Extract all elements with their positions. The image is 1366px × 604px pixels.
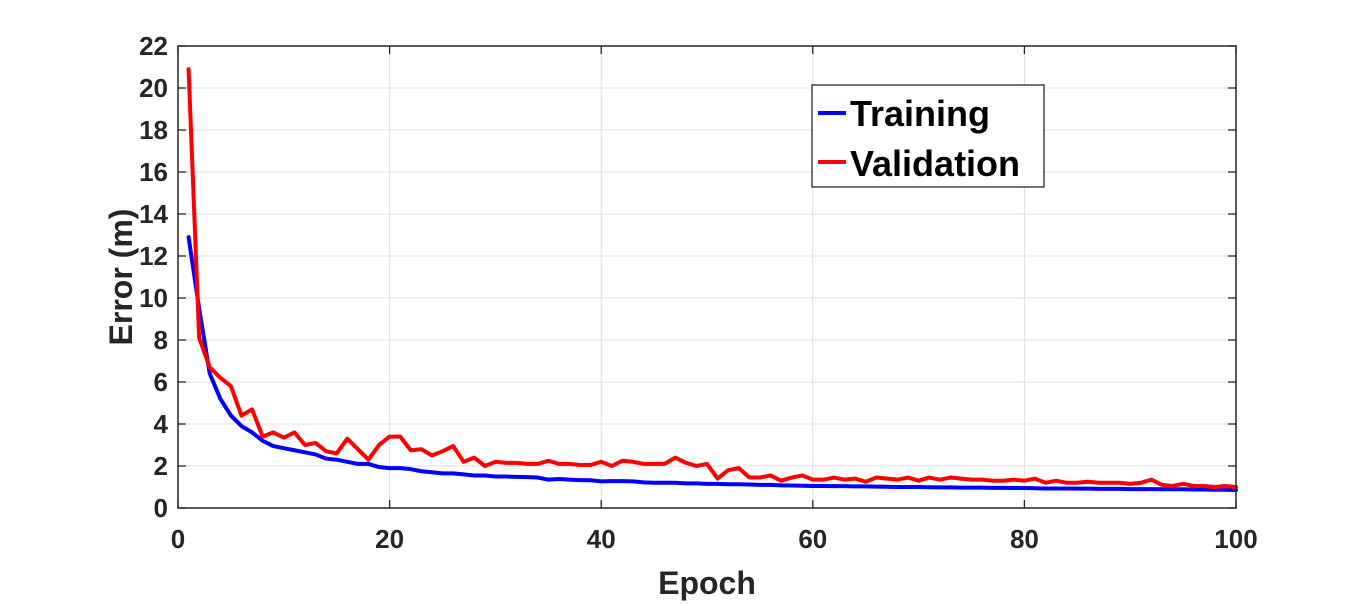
- y-tick-label: 18: [139, 115, 168, 145]
- x-axis-title: Epoch: [658, 565, 756, 601]
- legend-label-validation: Validation: [850, 143, 1020, 184]
- legend-label-training: Training: [850, 93, 990, 134]
- x-tick-label: 20: [375, 524, 404, 554]
- legend-box: [811, 84, 1045, 188]
- x-tick-label: 40: [587, 524, 616, 554]
- y-tick-label: 8: [154, 325, 168, 355]
- y-tick-label: 4: [154, 409, 169, 439]
- plot-frame: [177, 45, 1237, 509]
- y-tick-label: 14: [139, 199, 168, 229]
- y-tick-label: 6: [154, 367, 168, 397]
- y-tick-label: 22: [139, 31, 168, 61]
- y-tick-label: 20: [139, 73, 168, 103]
- series-layer: [186, 67, 1238, 492]
- x-axis-ticks: 0 20 40 60 80 100: [171, 46, 1258, 554]
- y-tick-label: 10: [139, 283, 168, 313]
- x-tick-label: 80: [1010, 524, 1039, 554]
- y-tick-label: 16: [139, 157, 168, 187]
- x-tick-label: 60: [798, 524, 827, 554]
- y-axis-title: Error (m): [103, 209, 139, 346]
- y-tick-label: 2: [154, 451, 168, 481]
- series-line-validation: [186, 67, 1238, 489]
- y-tick-label: 12: [139, 241, 168, 271]
- legend: Training Validation: [811, 84, 1045, 188]
- x-tick-label: 0: [171, 524, 185, 554]
- y-tick-label: 0: [154, 493, 168, 523]
- x-tick-label: 100: [1214, 524, 1257, 554]
- series-line-training: [186, 235, 1238, 492]
- y-axis-ticks: 0 2 4 6 8 10 12 14 16 18 20 22: [139, 31, 1236, 523]
